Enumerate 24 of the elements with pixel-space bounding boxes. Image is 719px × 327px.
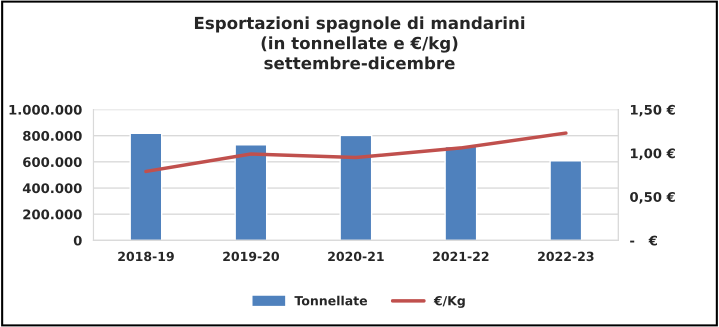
y-tick-label: 400.000 bbox=[22, 183, 82, 194]
bar bbox=[130, 132, 162, 240]
y-tick-label: 1.000.000 bbox=[10, 104, 82, 115]
line-series bbox=[144, 131, 568, 174]
x-tick-label: 2019-20 bbox=[223, 252, 280, 262]
bar bbox=[234, 144, 268, 240]
bar bbox=[339, 134, 372, 240]
y2-tick-label: 1,00 € bbox=[630, 148, 675, 160]
legend-label: €/Kg bbox=[434, 296, 465, 308]
chart-title: Esportazioni spagnole di mandarini (in tonnellate e €/kg) settembre-dicembre bbox=[194, 16, 524, 70]
bar bbox=[444, 146, 478, 240]
y2-tick-label: 1,50 € bbox=[630, 104, 675, 116]
x-tick-label: 2018-19 bbox=[118, 252, 174, 262]
legend-label: Tonnellate bbox=[294, 296, 368, 306]
bar bbox=[549, 160, 582, 240]
y2-tick-label: 0,50 € bbox=[630, 192, 675, 204]
x-tick-label: 2021-22 bbox=[433, 252, 488, 262]
x-tick-label: 2020-21 bbox=[328, 252, 384, 262]
y2-tick-label: - € bbox=[630, 236, 658, 246]
y-tick-label: 0 bbox=[74, 236, 82, 246]
x-tick-label: 2022-23 bbox=[538, 252, 594, 262]
y-tick-label: 800.000 bbox=[23, 130, 82, 141]
y-tick-label: 600.000 bbox=[23, 157, 82, 168]
y-tick-label: 200.000 bbox=[23, 209, 82, 220]
